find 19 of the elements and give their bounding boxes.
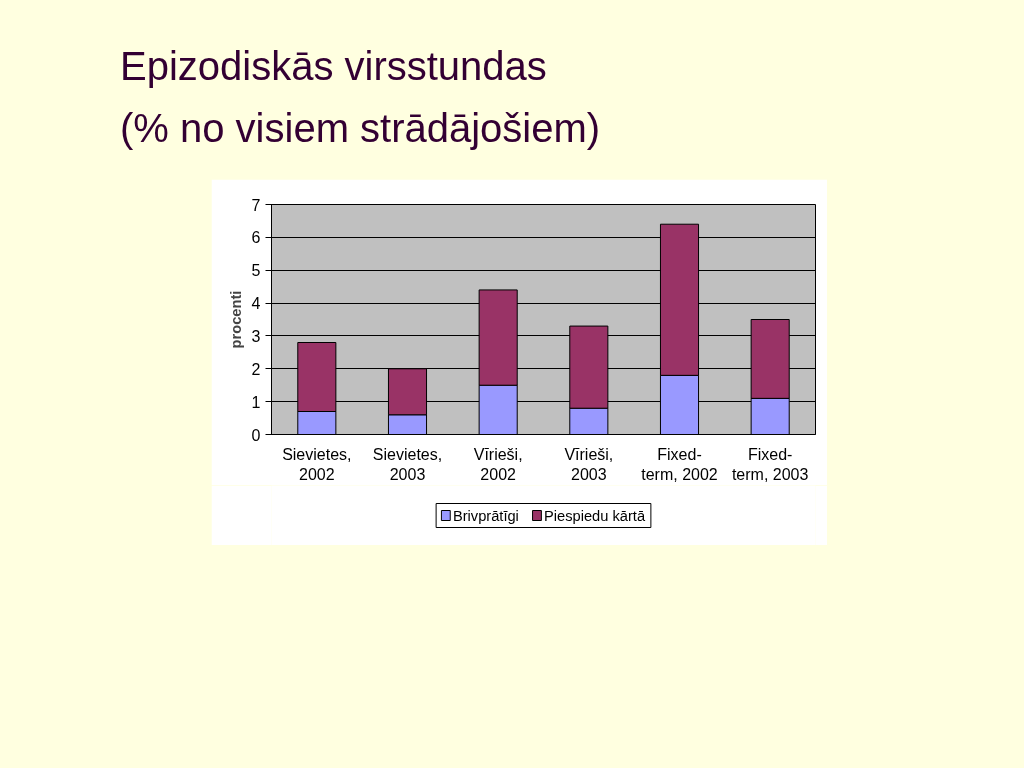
legend-label: Piespiedu kārtā [544,507,646,524]
x-tick-label: Fixed- term, 2002 [641,445,718,483]
y-axis-title: procenti [227,290,244,349]
chart-subtitle: (% no visiem strādājošiem) [120,105,601,152]
y-tick-label: 6 [251,229,261,247]
y-tick-label: 5 [251,262,261,280]
y-tick-label: 2 [251,360,261,378]
y-tick-label: 0 [251,426,261,444]
y-tick-label: 7 [251,196,261,214]
x-tick-label: Sievietes, 2002 [282,445,352,483]
y-tick-label: 1 [251,393,261,411]
chart-title: Epizodiskās virsstundas [120,43,547,90]
y-tick-label: 3 [251,327,261,345]
x-tick-label: Fixed- term, 2003 [731,445,809,483]
x-tick-label: Sievietes, 2003 [372,445,443,483]
legend-label: Brivprātīgi [452,507,519,524]
x-tick-label: Vīrieši, 2002 [473,445,523,483]
x-tick-label: Vīrieši, 2003 [564,445,614,483]
y-tick-label: 4 [251,295,261,313]
